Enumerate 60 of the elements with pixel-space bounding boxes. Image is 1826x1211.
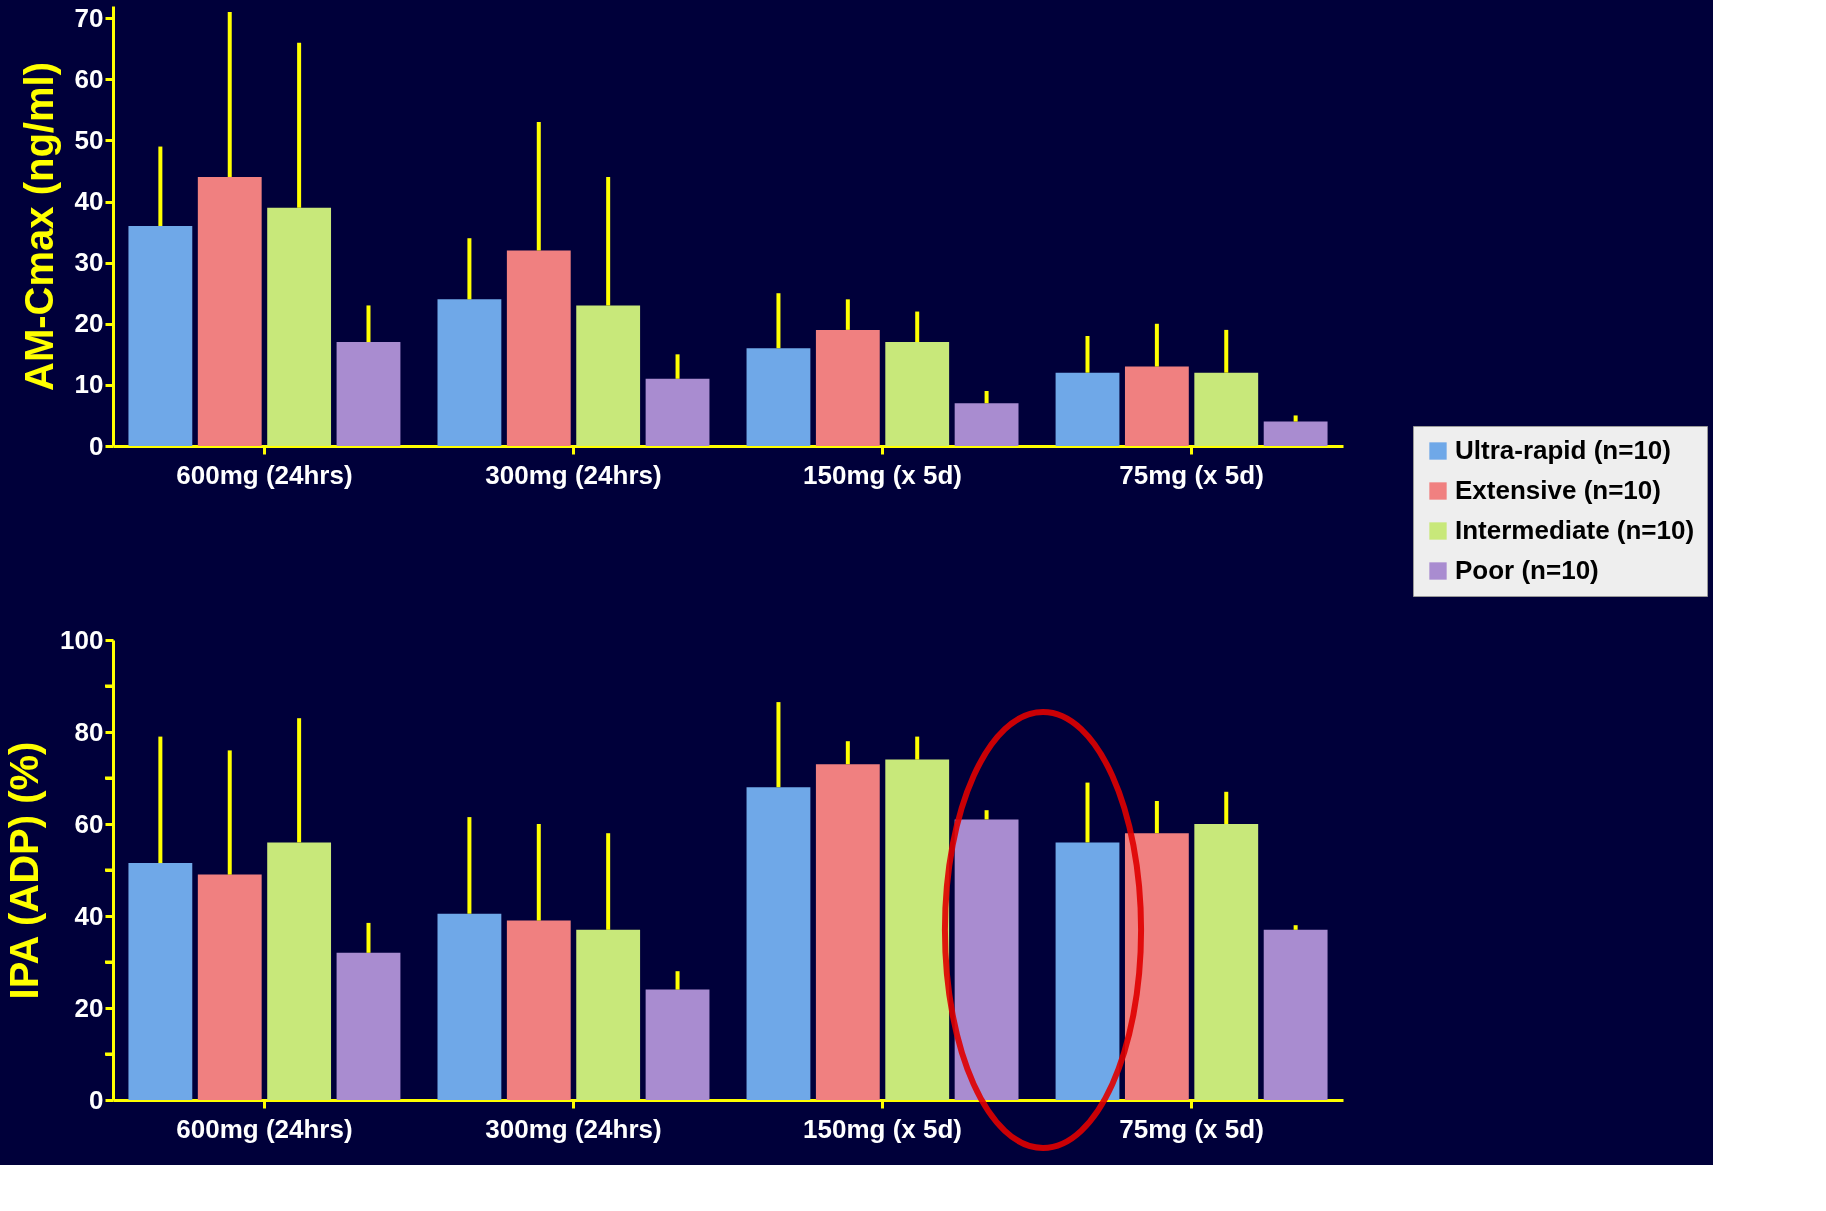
bar xyxy=(1055,842,1120,1100)
bar xyxy=(746,348,811,446)
y-tick-label: 60 xyxy=(74,63,104,94)
y-tick-label: 0 xyxy=(89,430,104,461)
bar xyxy=(267,842,332,1100)
legend-label: Intermediate (n=10) xyxy=(1455,515,1695,545)
y-axis-title: AM-Cmax (ng/ml) xyxy=(16,62,61,391)
y-tick-label: 30 xyxy=(74,247,104,278)
bar xyxy=(1124,366,1189,446)
y-tick-label: 100 xyxy=(60,624,104,655)
bar xyxy=(506,250,571,446)
bar xyxy=(128,863,193,1100)
bar xyxy=(815,329,880,446)
legend-label: Ultra-rapid (n=10) xyxy=(1455,435,1671,465)
bar xyxy=(1124,833,1189,1100)
bar xyxy=(954,819,1019,1100)
bar xyxy=(954,403,1019,446)
y-axis-title: IPA (ADP) (%) xyxy=(2,741,47,1000)
bar xyxy=(746,787,811,1100)
bar xyxy=(1194,372,1259,446)
x-tick-label: 75mg (x 5d) xyxy=(1119,1113,1264,1144)
x-tick-label: 75mg (x 5d) xyxy=(1119,459,1264,490)
x-tick-label: 300mg (24hrs) xyxy=(485,459,662,490)
bar xyxy=(1263,929,1328,1100)
bar xyxy=(506,920,571,1100)
bar xyxy=(576,929,641,1100)
bar xyxy=(885,342,950,446)
y-tick-label: 0 xyxy=(89,1084,104,1115)
legend-label: Poor (n=10) xyxy=(1455,555,1599,585)
legend-label: Extensive (n=10) xyxy=(1455,475,1661,505)
y-tick-label: 70 xyxy=(74,2,104,33)
bar xyxy=(1055,372,1120,446)
x-tick-label: 300mg (24hrs) xyxy=(485,1113,662,1144)
bar xyxy=(267,207,332,446)
bar xyxy=(197,177,262,446)
y-tick-label: 10 xyxy=(74,369,104,400)
bar xyxy=(128,226,193,446)
bar xyxy=(437,299,502,446)
bar xyxy=(885,759,950,1100)
y-tick-label: 40 xyxy=(74,186,104,217)
bar xyxy=(815,764,880,1100)
x-tick-label: 150mg (x 5d) xyxy=(803,459,962,490)
x-tick-label: 600mg (24hrs) xyxy=(176,459,353,490)
bar xyxy=(1263,421,1328,446)
bar xyxy=(336,342,401,446)
y-tick-label: 40 xyxy=(74,900,104,931)
y-tick-label: 20 xyxy=(74,992,104,1023)
bar xyxy=(437,913,502,1100)
bar xyxy=(336,952,401,1100)
y-tick-label: 20 xyxy=(74,308,104,339)
x-tick-label: 600mg (24hrs) xyxy=(176,1113,353,1144)
y-tick-label: 50 xyxy=(74,124,104,155)
bar xyxy=(645,989,710,1100)
bar xyxy=(1194,824,1259,1100)
y-tick-label: 60 xyxy=(74,808,104,839)
bar xyxy=(197,874,262,1100)
bar xyxy=(576,305,641,446)
y-tick-label: 80 xyxy=(74,716,104,747)
x-tick-label: 150mg (x 5d) xyxy=(803,1113,962,1144)
bar xyxy=(645,378,710,446)
